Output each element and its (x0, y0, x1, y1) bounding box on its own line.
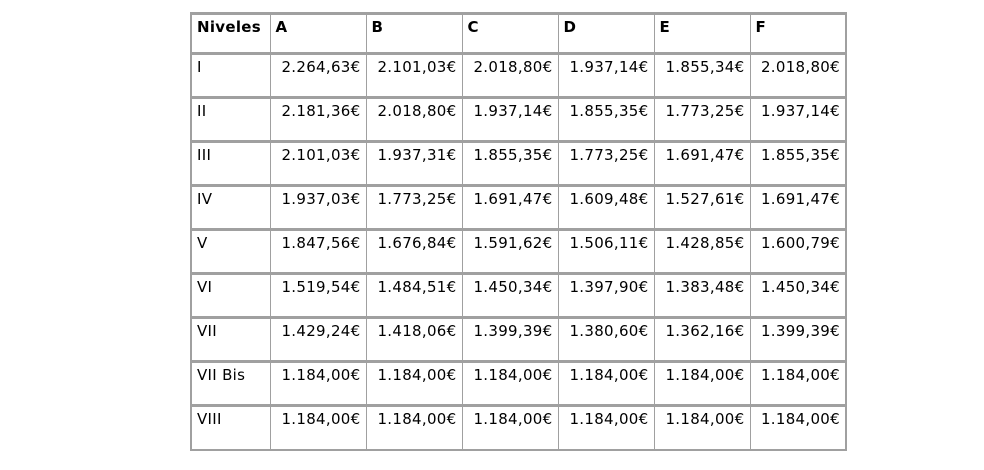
column-header-e: E (653, 12, 751, 54)
value-cell: 1.184,00€ (269, 360, 367, 406)
value-cell: 1.184,00€ (653, 360, 751, 406)
value-cell: 1.450,34€ (749, 272, 847, 318)
column-header-b: B (365, 12, 463, 54)
value-cell: 1.937,14€ (749, 96, 847, 142)
value-cell: 1.676,84€ (365, 228, 463, 274)
value-cell: 2.181,36€ (269, 96, 367, 142)
value-cell: 1.519,54€ (269, 272, 367, 318)
value-cell: 1.527,61€ (653, 184, 751, 230)
value-cell: 1.184,00€ (749, 404, 847, 450)
value-cell: 2.018,80€ (749, 52, 847, 98)
level-cell: VII Bis (190, 360, 271, 406)
value-cell: 1.428,85€ (653, 228, 751, 274)
value-cell: 1.691,47€ (749, 184, 847, 230)
value-cell: 1.937,14€ (557, 52, 655, 98)
value-cell: 2.101,03€ (365, 52, 463, 98)
value-cell: 1.184,00€ (269, 404, 367, 450)
value-cell: 1.506,11€ (557, 228, 655, 274)
value-cell: 1.609,48€ (557, 184, 655, 230)
value-cell: 1.429,24€ (269, 316, 367, 362)
table-row: III 2.101,03€ 1.937,31€ 1.855,35€ 1.773,… (190, 140, 847, 186)
salary-table-container: Niveles A B C D E F I 2.264,63€ 2.101,03… (190, 12, 847, 451)
value-cell: 1.937,14€ (461, 96, 559, 142)
header-row: Niveles A B C D E F (190, 12, 847, 54)
value-cell: 1.184,00€ (461, 360, 559, 406)
value-cell: 1.591,62€ (461, 228, 559, 274)
level-cell: VI (190, 272, 271, 318)
table-row: VII 1.429,24€ 1.418,06€ 1.399,39€ 1.380,… (190, 316, 847, 362)
value-cell: 1.937,31€ (365, 140, 463, 186)
value-cell: 2.018,80€ (461, 52, 559, 98)
value-cell: 1.600,79€ (749, 228, 847, 274)
value-cell: 1.184,00€ (749, 360, 847, 406)
column-header-f: F (749, 12, 847, 54)
level-cell: I (190, 52, 271, 98)
value-cell: 2.101,03€ (269, 140, 367, 186)
table-row: I 2.264,63€ 2.101,03€ 2.018,80€ 1.937,14… (190, 52, 847, 98)
value-cell: 1.184,00€ (557, 360, 655, 406)
level-cell: VII (190, 316, 271, 362)
value-cell: 2.018,80€ (365, 96, 463, 142)
value-cell: 1.855,35€ (749, 140, 847, 186)
value-cell: 1.362,16€ (653, 316, 751, 362)
value-cell: 1.450,34€ (461, 272, 559, 318)
value-cell: 1.773,25€ (653, 96, 751, 142)
column-header-niveles: Niveles (190, 12, 271, 54)
value-cell: 2.264,63€ (269, 52, 367, 98)
value-cell: 1.691,47€ (653, 140, 751, 186)
level-cell: VIII (190, 404, 271, 450)
table-row: II 2.181,36€ 2.018,80€ 1.937,14€ 1.855,3… (190, 96, 847, 142)
value-cell: 1.383,48€ (653, 272, 751, 318)
value-cell: 1.855,35€ (461, 140, 559, 186)
table-row: IV 1.937,03€ 1.773,25€ 1.691,47€ 1.609,4… (190, 184, 847, 230)
value-cell: 1.691,47€ (461, 184, 559, 230)
level-cell: V (190, 228, 271, 274)
value-cell: 1.855,35€ (557, 96, 655, 142)
table-row: VIII 1.184,00€ 1.184,00€ 1.184,00€ 1.184… (190, 404, 847, 450)
table-row: VI 1.519,54€ 1.484,51€ 1.450,34€ 1.397,9… (190, 272, 847, 318)
value-cell: 1.380,60€ (557, 316, 655, 362)
value-cell: 1.484,51€ (365, 272, 463, 318)
value-cell: 1.184,00€ (365, 404, 463, 450)
value-cell: 1.184,00€ (557, 404, 655, 450)
column-header-a: A (269, 12, 367, 54)
value-cell: 1.855,34€ (653, 52, 751, 98)
level-cell: II (190, 96, 271, 142)
table-row: V 1.847,56€ 1.676,84€ 1.591,62€ 1.506,11… (190, 228, 847, 274)
value-cell: 1.418,06€ (365, 316, 463, 362)
value-cell: 1.184,00€ (461, 404, 559, 450)
column-header-d: D (557, 12, 655, 54)
salary-levels-table: Niveles A B C D E F I 2.264,63€ 2.101,03… (190, 12, 847, 451)
value-cell: 1.773,25€ (365, 184, 463, 230)
column-header-c: C (461, 12, 559, 54)
value-cell: 1.847,56€ (269, 228, 367, 274)
value-cell: 1.399,39€ (461, 316, 559, 362)
value-cell: 1.397,90€ (557, 272, 655, 318)
value-cell: 1.184,00€ (365, 360, 463, 406)
value-cell: 1.399,39€ (749, 316, 847, 362)
value-cell: 1.937,03€ (269, 184, 367, 230)
table-row: VII Bis 1.184,00€ 1.184,00€ 1.184,00€ 1.… (190, 360, 847, 406)
value-cell: 1.773,25€ (557, 140, 655, 186)
level-cell: III (190, 140, 271, 186)
value-cell: 1.184,00€ (653, 404, 751, 450)
level-cell: IV (190, 184, 271, 230)
